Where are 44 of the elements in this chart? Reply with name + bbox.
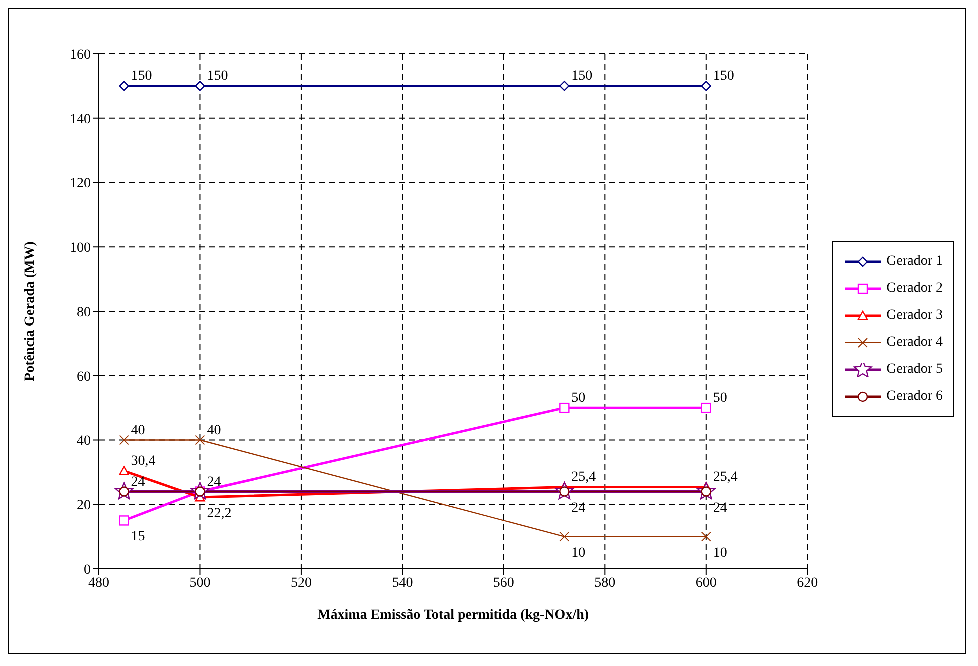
legend-label: Gerador 5 (886, 362, 943, 378)
legend-label: Gerador 3 (886, 308, 943, 324)
y-tick-label: 140 (70, 112, 91, 128)
x-tick-label: 600 (696, 576, 717, 591)
x-axis-title: Máxima Emissão Total permitida (kg-NOx/h) (318, 608, 590, 623)
data-label: 25,4 (713, 470, 738, 486)
x-tick-label: 520 (290, 576, 312, 591)
data-label: 24 (131, 474, 146, 490)
y-tick-label: 20 (77, 498, 91, 514)
data-label: 150 (572, 69, 593, 84)
data-label: 10 (713, 546, 728, 561)
data-label: 40 (131, 423, 146, 438)
y-tick-label: 120 (70, 176, 91, 192)
data-label: 22,2 (207, 506, 232, 522)
x-tick-label: 540 (392, 576, 414, 591)
data-label: 150 (207, 69, 228, 84)
data-label: 24 (713, 500, 728, 516)
data-label: 30,4 (131, 454, 156, 470)
data-label: 25,4 (572, 470, 596, 486)
y-tick-label: 40 (77, 434, 91, 450)
y-tick-label: 160 (70, 48, 91, 63)
x-tick-label: 500 (190, 576, 211, 591)
y-tick-label: 0 (84, 562, 91, 578)
y-axis-title: Potência Gerada (MW) (22, 241, 38, 382)
data-label: 50 (713, 391, 728, 406)
data-label: 24 (572, 500, 586, 516)
y-tick-label: 100 (70, 241, 91, 256)
legend-label: Gerador 1 (886, 254, 943, 270)
x-tick-label: 620 (797, 576, 818, 591)
x-tick-label: 480 (88, 576, 110, 591)
data-label: 150 (131, 69, 152, 84)
y-tick-label: 80 (77, 305, 91, 320)
x-tick-label: 560 (493, 576, 514, 591)
legend-label: Gerador 6 (886, 388, 943, 404)
x-tick-label: 580 (594, 576, 616, 591)
data-label: 50 (572, 391, 586, 406)
data-label: 15 (131, 530, 146, 545)
y-tick-label: 60 (77, 370, 91, 385)
data-label: 40 (207, 423, 222, 438)
legend-label: Gerador 2 (886, 280, 943, 296)
data-label: 24 (207, 474, 222, 490)
data-label: 150 (713, 69, 734, 84)
legend-label: Gerador 4 (886, 334, 943, 350)
data-label: 10 (572, 546, 586, 561)
